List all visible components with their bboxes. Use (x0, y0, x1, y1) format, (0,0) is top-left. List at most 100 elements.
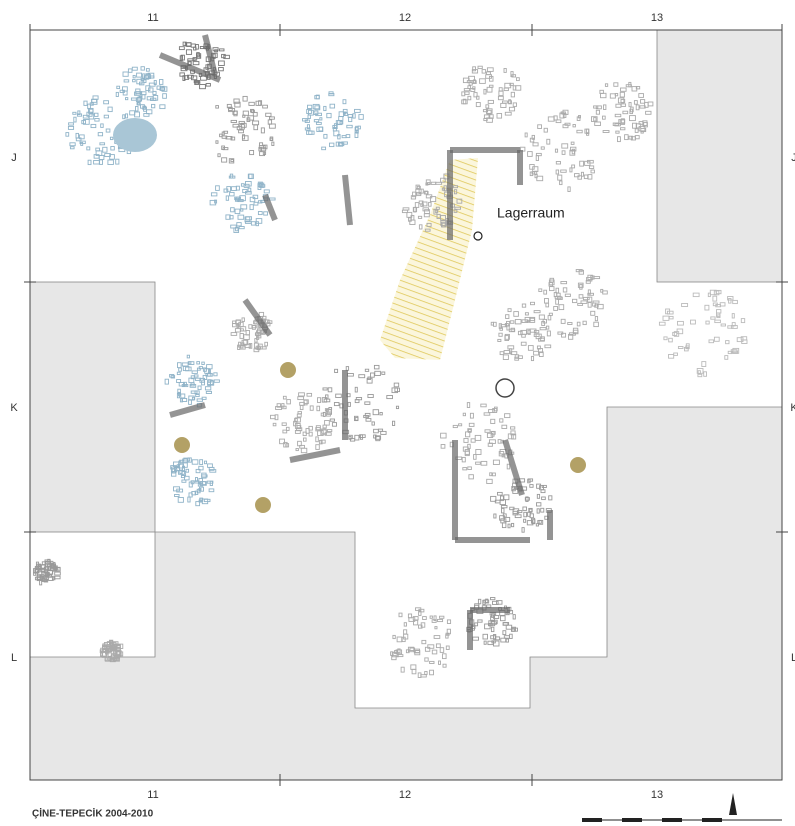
stone (697, 370, 701, 375)
stone (546, 138, 551, 145)
stone (327, 387, 333, 393)
stone (521, 527, 525, 533)
ochre-feature (174, 437, 190, 453)
stone (587, 174, 593, 180)
stone (533, 350, 540, 356)
stone (199, 481, 207, 486)
stone (424, 191, 429, 195)
stone (503, 68, 507, 73)
stone (102, 146, 108, 153)
stone (112, 641, 119, 645)
stone (170, 375, 176, 379)
stone (515, 85, 522, 91)
stone (374, 370, 381, 376)
stone (322, 387, 328, 391)
stone (190, 382, 195, 387)
stone (249, 196, 256, 203)
stone (185, 468, 190, 473)
stone (424, 228, 431, 232)
stone (429, 660, 435, 664)
stone (492, 408, 498, 413)
stone (156, 85, 162, 90)
stone (219, 48, 225, 52)
stone (540, 507, 545, 513)
stone (308, 109, 314, 116)
stone (295, 448, 299, 452)
stone (325, 412, 331, 417)
stone (281, 422, 287, 426)
stone (135, 91, 143, 96)
stone (93, 154, 100, 159)
stone (712, 295, 718, 302)
ochre-feature (280, 362, 296, 378)
row-label: J (791, 152, 795, 164)
stone (104, 656, 108, 662)
wall (242, 298, 273, 337)
stone (218, 67, 224, 72)
stone (499, 351, 505, 356)
stone (115, 91, 119, 97)
stone (194, 480, 199, 484)
stone (561, 332, 567, 338)
stone (103, 642, 111, 647)
stone (98, 159, 103, 165)
stone (496, 113, 503, 119)
stone (532, 166, 539, 172)
stone (561, 143, 569, 149)
stone (666, 310, 674, 315)
stone (713, 336, 720, 342)
stone (483, 640, 487, 645)
stone (500, 495, 504, 502)
stone (513, 311, 519, 317)
stone (73, 116, 77, 123)
stone (410, 195, 417, 200)
stone (453, 189, 458, 195)
stone (427, 644, 435, 649)
stone (372, 409, 380, 416)
stone (179, 72, 185, 77)
row-label: K (10, 402, 18, 414)
stone (732, 299, 738, 305)
stone (433, 635, 441, 639)
stone (470, 88, 476, 92)
stone (94, 112, 99, 117)
stone (560, 111, 566, 115)
stone (348, 436, 352, 440)
stone (244, 216, 251, 223)
stone (529, 317, 535, 322)
stone (560, 169, 567, 173)
stone (137, 102, 141, 106)
stone (732, 347, 740, 354)
stone (364, 412, 371, 417)
stone (318, 126, 324, 132)
stone (398, 612, 403, 618)
stone (139, 81, 145, 86)
stone (409, 647, 416, 651)
stone (572, 124, 576, 128)
stone (230, 332, 238, 336)
stone (490, 597, 496, 601)
stone (204, 386, 212, 391)
stone (512, 614, 516, 620)
stone (151, 103, 156, 109)
stone (240, 204, 248, 210)
stone (537, 520, 542, 524)
stone (272, 422, 277, 427)
stone (395, 649, 403, 655)
stone (40, 567, 46, 572)
stone (315, 121, 322, 125)
stone (359, 434, 364, 440)
stone (366, 377, 373, 384)
stone (544, 344, 552, 349)
stone (237, 214, 245, 220)
stone (255, 218, 263, 224)
stone (415, 184, 420, 189)
grid-ticks (24, 24, 788, 786)
stone (241, 135, 249, 141)
stone (401, 636, 406, 643)
stone (677, 320, 684, 326)
stone (487, 442, 493, 447)
stone (313, 119, 320, 123)
stone (473, 92, 478, 98)
stone (424, 657, 429, 662)
